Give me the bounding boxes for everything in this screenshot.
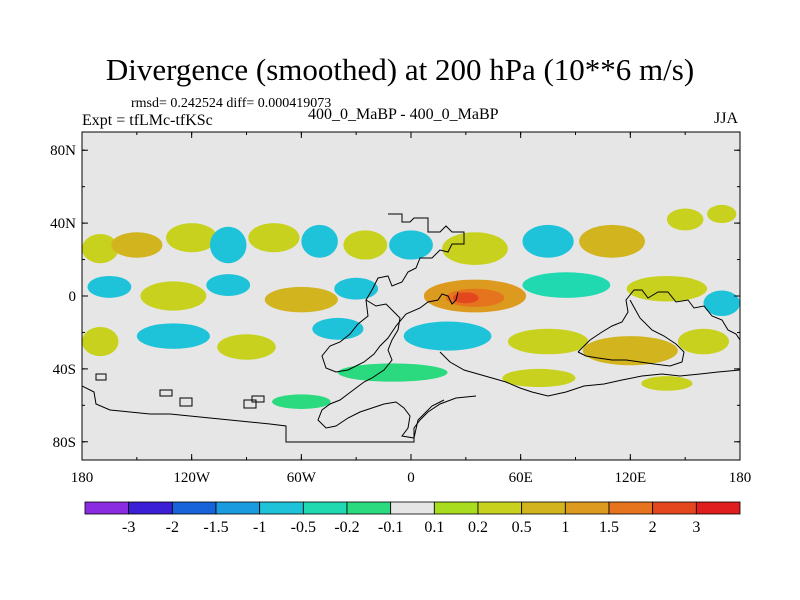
lon-tick-label: 60W <box>287 470 317 486</box>
field-blob <box>641 376 693 391</box>
coastline-australia <box>577 289 740 367</box>
field-blob <box>264 286 338 313</box>
field-blob <box>337 363 448 382</box>
axis-layer: 80N 40N 0 40S 80S 180 120W 60W 0 60E 120E 180 <box>50 132 751 486</box>
coastline-southern-ocean <box>82 385 477 443</box>
field-blob <box>677 328 730 355</box>
field-blob <box>582 336 678 366</box>
field-layer <box>82 204 740 409</box>
colorbar-label: -0.5 <box>291 519 316 536</box>
field-blob <box>666 208 704 231</box>
lon-tick-label: 180 <box>71 470 94 486</box>
field-blob <box>442 232 508 266</box>
field-blob <box>136 323 210 349</box>
colorbar-label: 0.1 <box>424 519 444 536</box>
field-blob <box>626 275 708 302</box>
colorbar-swatch <box>695 501 741 515</box>
lat-tick-label: 40S <box>53 362 76 378</box>
colorbar-swatch <box>128 501 173 515</box>
coastline-south-america <box>317 299 445 439</box>
colorbar-label: 1 <box>561 519 569 536</box>
colorbar-swatch <box>84 501 130 515</box>
colorbar-label: 2 <box>649 519 657 536</box>
season-label: JJA <box>714 110 739 127</box>
field-blob <box>248 223 300 253</box>
field-blob <box>82 234 119 264</box>
field-blob <box>111 232 163 258</box>
colorbar-swatch <box>171 501 217 515</box>
stats-label: rmsd= 0.242524 diff= 0.000419073 <box>131 96 332 111</box>
lat-tick-label: 40N <box>50 216 76 232</box>
colorbar-label: -1.5 <box>203 519 228 536</box>
field-blob <box>703 290 740 317</box>
lon-tick-label: 0 <box>407 470 415 486</box>
colorbar-swatch <box>346 501 392 515</box>
colorbar-label: -3 <box>122 519 135 536</box>
field-blob <box>166 223 218 253</box>
colorbar-swatch <box>302 501 348 515</box>
field-blob <box>312 317 364 340</box>
experiment-label: Expt = tfLMc-tfKSc <box>82 112 213 129</box>
lon-tick-label: 180 <box>729 470 752 486</box>
colorbar-swatch <box>521 501 566 515</box>
colorbar-swatch <box>215 501 261 515</box>
field-blob <box>209 226 247 264</box>
field-blob <box>522 272 611 298</box>
colorbar-label: -0.2 <box>334 519 359 536</box>
field-blob <box>343 230 388 260</box>
colorbar-label: 3 <box>692 519 700 536</box>
colorbar-swatch <box>652 501 697 515</box>
field-blob <box>389 230 433 260</box>
colorbar-label: -0.1 <box>378 519 403 536</box>
plot-title: Divergence (smoothed) at 200 hPa (10**6 … <box>105 52 695 87</box>
coastline-africa-asia <box>439 351 740 397</box>
colorbar-swatch <box>608 501 654 515</box>
coastline-islands <box>95 373 265 409</box>
colorbar: -3 -2 -1.5 -1 -0.5 -0.2 -0.1 0.1 0.2 0.5 1 1.5 2 3 <box>84 501 741 536</box>
colorbar-label: 1.5 <box>599 519 619 536</box>
lat-tick-label: 0 <box>69 289 77 305</box>
field-blob <box>140 281 207 311</box>
field-blob <box>453 292 479 304</box>
lon-tick-label: 120W <box>173 470 211 486</box>
colorbar-swatch <box>477 501 523 515</box>
colorbar-swatch <box>390 501 435 515</box>
colorbar-swatch <box>564 501 610 515</box>
coastline-layer <box>82 213 740 443</box>
colorbar-label: -1 <box>253 519 266 536</box>
field-blob <box>87 275 132 298</box>
field-blob <box>272 394 331 409</box>
field-blob <box>403 321 492 351</box>
colorbar-swatch <box>259 501 304 515</box>
lon-tick-label: 60E <box>509 470 533 486</box>
field-blob <box>507 328 589 355</box>
coastline-americas <box>321 213 465 373</box>
field-blob <box>301 224 338 258</box>
field-blob <box>334 277 379 300</box>
colorbar-label: 0.5 <box>512 519 532 536</box>
field-blob <box>502 368 576 388</box>
field-blob <box>579 224 645 258</box>
lat-tick-label: 80N <box>50 143 76 159</box>
lon-tick-label: 120E <box>614 470 646 486</box>
colorbar-label: 0.2 <box>468 519 488 536</box>
colorbar-swatch <box>433 501 479 515</box>
runs-label: 400_0_MaBP - 400_0_MaBP <box>308 106 499 123</box>
colorbar-label: -2 <box>166 519 179 536</box>
field-blob <box>707 204 737 224</box>
field-blob <box>522 224 574 258</box>
field-blob <box>206 274 251 297</box>
lat-tick-label: 80S <box>53 435 76 451</box>
field-blob <box>217 334 276 360</box>
field-blob <box>82 326 119 357</box>
